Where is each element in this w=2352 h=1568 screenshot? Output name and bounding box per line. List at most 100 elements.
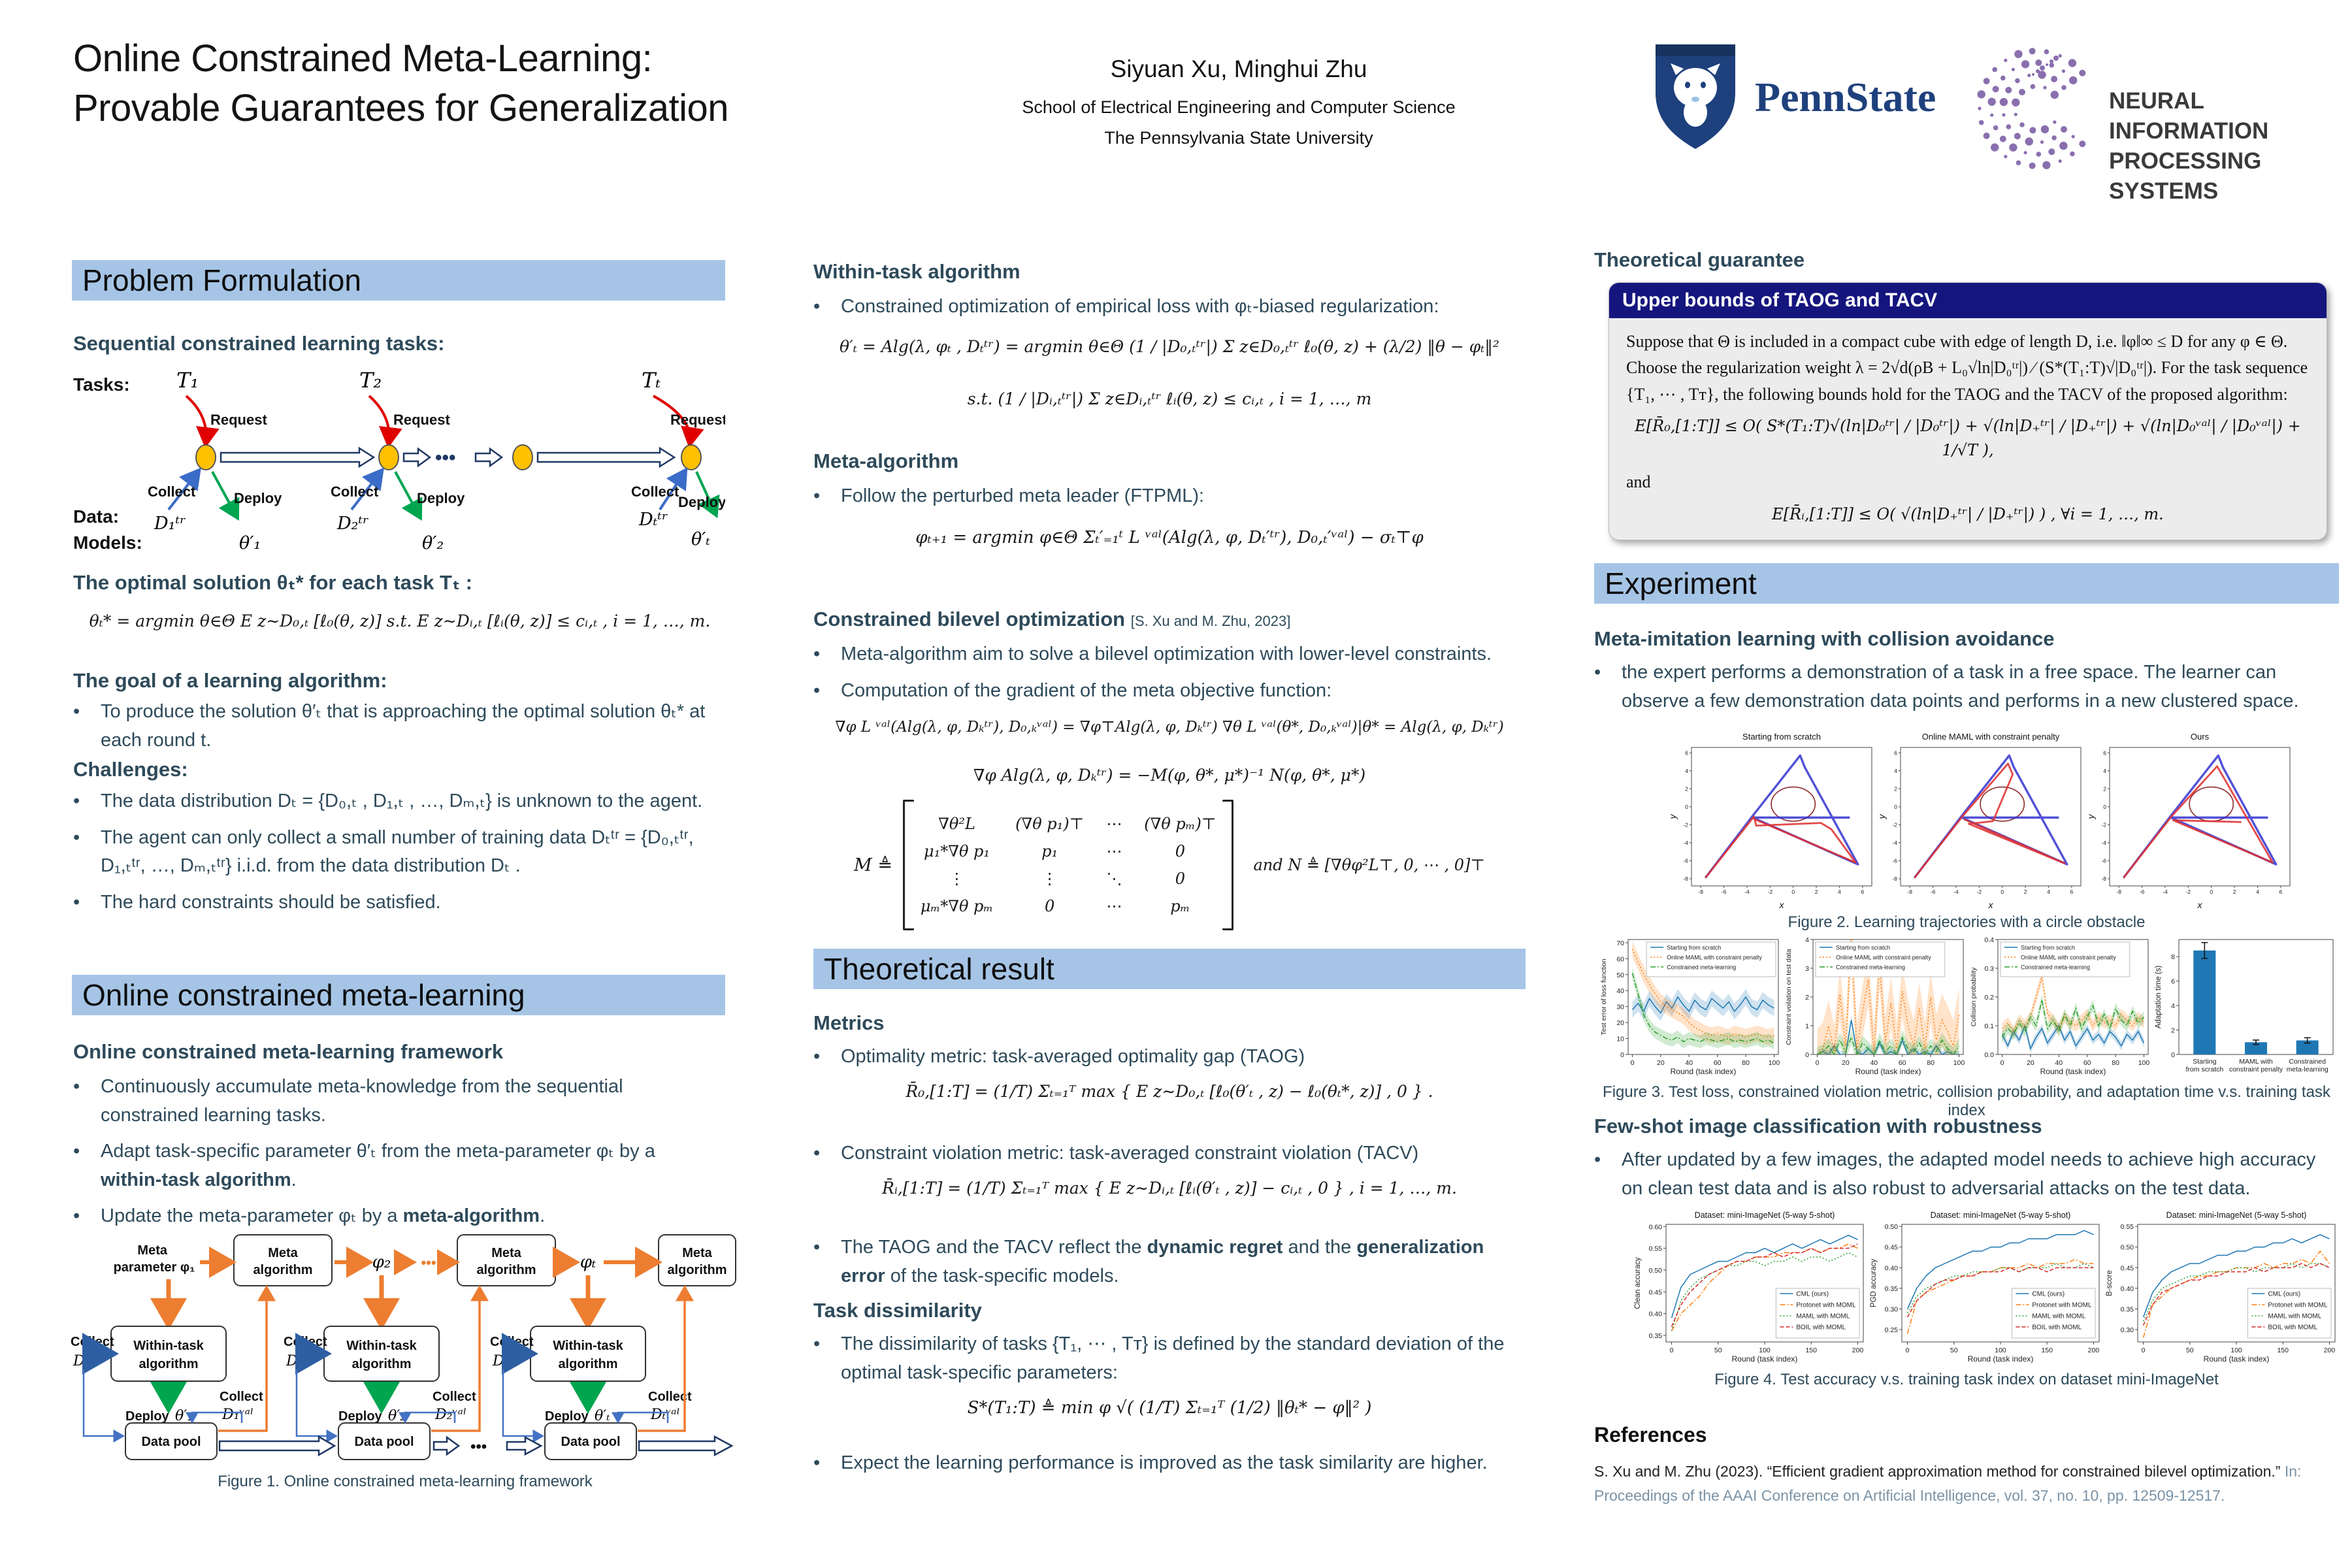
y-axis-label: y [1669,814,1678,820]
svg-text:BOIL with MOML: BOIL with MOML [2032,1324,2082,1331]
bullet-item: • To produce the solution θ′ₜ that is app… [73,701,706,751]
svg-text:0: 0 [2103,804,2106,810]
svg-text:2: 2 [2233,889,2236,895]
svg-text:Starting from scratch: Starting from scratch [1667,945,1721,951]
svg-text:-4: -4 [1953,889,1959,895]
fig1-deploy-1: Deploy [125,1409,170,1424]
svg-text:100: 100 [2230,1347,2242,1354]
svg-text:60: 60 [1714,1059,1722,1067]
svg-text:MAML with MOML: MAML with MOML [1796,1313,1850,1320]
svg-text:Starting from scratch: Starting from scratch [1836,945,1890,951]
section-problem-formulation: Problem Formulation [72,260,725,301]
neurips-logo-icon [1977,48,2086,169]
section-theoretical-result: Theoretical result [813,949,1526,989]
svg-text:-6: -6 [2140,889,2145,895]
x-axis-label: Round (task index) [2040,1067,2106,1076]
figure1-caption: Figure 1. Online constrained meta-learni… [218,1473,593,1490]
deploy-label-3: Deploy [678,494,725,510]
confidence-band [2002,971,2144,1037]
svg-text:100: 100 [1953,1059,1965,1067]
task-1-symbol: T₁ [176,368,199,393]
svg-text:3: 3 [1805,965,1809,973]
matrix-cell: ⋮ [949,870,965,888]
series-line [2142,1233,2330,1318]
tacv-formula: R̄ᵢ,[1:T] = (1∕T) Σₜ₌₁ᵀ max { E z∼Dᵢ,ₜ [… [882,1179,1457,1198]
metrics-heading: Metrics [813,1011,885,1034]
svg-text:-2: -2 [1977,889,1982,895]
metric2-bullets: • Constraint violation metric: task-avera… [813,1139,1522,1176]
svg-text:0: 0 [1894,804,1897,810]
svg-text:0: 0 [1685,804,1688,810]
svg-text:-8: -8 [1907,889,1912,895]
model-t-symbol: θ′ₜ [691,529,710,549]
neurips-wordmark: NEURAL INFORMATION PROCESSING SYSTEMS [2109,86,2352,206]
matrix-cell: ⋱ [1106,870,1122,888]
svg-text:50: 50 [2186,1347,2194,1354]
svg-text:-8: -8 [1698,889,1703,895]
within-task-box-3: Within-task algorithm [553,1339,623,1371]
svg-text:Protonet with MOML: Protonet with MOML [2268,1302,2328,1309]
pennstate-wordmark: PennState [1755,74,1936,120]
svg-text:50: 50 [1616,972,1624,979]
svg-text:-2: -2 [1768,889,1773,895]
svg-text:-8: -8 [2116,889,2121,895]
svg-text:6: 6 [2171,978,2175,986]
svg-text:50: 50 [1714,1347,1722,1354]
svg-text:0.30: 0.30 [1885,1305,1899,1313]
svg-text:0: 0 [2142,1347,2146,1354]
svg-text:Constrained meta-learning: Constrained meta-learning [1667,964,1736,971]
trajectory-panel: Online MAML with constraint penalty -8 -8 -… [1878,732,2082,910]
meta-algorithm-formula: φₜ₊₁ = argmin φ∈Θ Σₜ′₌₁ᵗ L ᵛᵃˡ(Alg(λ, φ,… [915,528,1424,547]
svg-text:60: 60 [1899,1059,1906,1067]
bullet-item: • Meta-algorithm aim to solve a bilevel o… [813,644,1492,664]
x-axis-label: x [2197,900,2203,910]
x-axis-label: x [1779,900,1785,910]
svg-text:20: 20 [2027,1059,2034,1067]
svg-text:0.45: 0.45 [2121,1264,2134,1272]
fig1-pool-dots: ••• [470,1438,487,1456]
svg-text:8: 8 [2171,953,2175,961]
x-axis-label: Round (task index) [1855,1067,1921,1076]
svg-text:-4: -4 [1683,840,1688,846]
meta-algorithm-bullets: • Follow the perturbed meta leader (FTPML… [813,482,1522,519]
y-axis-label: B-score [2106,1270,2114,1296]
matrix-cell: ⋯ [1106,897,1122,915]
task-dissimilarity-bullets-1: • The dissimilarity of tasks {T₁, ⋯ , Tᴛ}… [813,1330,1522,1395]
goal-heading: The goal of a learning algorithm: [73,669,387,692]
svg-text:-2: -2 [2101,821,2106,828]
svg-text:40: 40 [1870,1059,1878,1067]
tasks-dots: ••• [435,447,456,468]
svg-text:0.35: 0.35 [1885,1285,1899,1293]
section-experiment: Experiment [1594,563,2339,604]
svg-text:0: 0 [2001,1059,2004,1067]
svg-text:Online MAML with constraint pe: Online MAML with constraint penalty [2021,955,2116,961]
bullet-item: • the expert performs a demonstration of … [1594,662,2299,711]
svg-text:-6: -6 [2101,857,2106,864]
svg-text:50: 50 [1950,1347,1958,1354]
fig1-dtval: Dₜᵛᵃˡ [650,1407,680,1423]
svg-text:Constrained meta-learning: Constrained meta-learning [2021,964,2090,971]
svg-text:-6: -6 [1931,889,1936,895]
collect-label-1: Collect [148,483,196,500]
matrix-cell: μₘ*∇θ pₘ [920,897,994,915]
model-1-symbol: θ′₁ [239,533,261,553]
svg-text:20: 20 [1842,1059,1850,1067]
svg-text:20: 20 [1616,1019,1624,1027]
svg-text:-6: -6 [1722,889,1727,895]
bullet-item: • Update the meta-parameter φₜ by a meta-… [73,1205,546,1226]
svg-text:0: 0 [1816,1059,1820,1067]
bullet-item: • The agent can only collect a small numb… [73,826,694,877]
sequential-tasks-diagram: Tasks: Data: Models: T₁ T₂ Tₜ Request Re… [73,368,725,553]
line-chart: 0 10 20 30 40 50 60 70 0 20 40 60 80 100 Starting from… [1600,939,1780,1076]
svg-text:4: 4 [1838,889,1841,895]
framework-bullets: • Continuously accumulate meta-knowledge … [73,1073,717,1239]
task-2-symbol: T₂ [359,368,382,393]
metric3-bullets: • The TAOG and the TACV reflect the dynam… [813,1233,1522,1298]
series-line [1906,1230,2094,1309]
phit-label: φₜ [580,1252,596,1272]
y-axis-label: Adaptation time (s) [2155,966,2163,1029]
theorem-statement: Suppose that Θ is included in a compact … [1626,332,2308,404]
svg-text:0.55: 0.55 [1649,1245,1663,1253]
neurips-line2: PROCESSING SYSTEMS [2109,148,2262,204]
svg-text:150: 150 [1805,1347,1817,1354]
